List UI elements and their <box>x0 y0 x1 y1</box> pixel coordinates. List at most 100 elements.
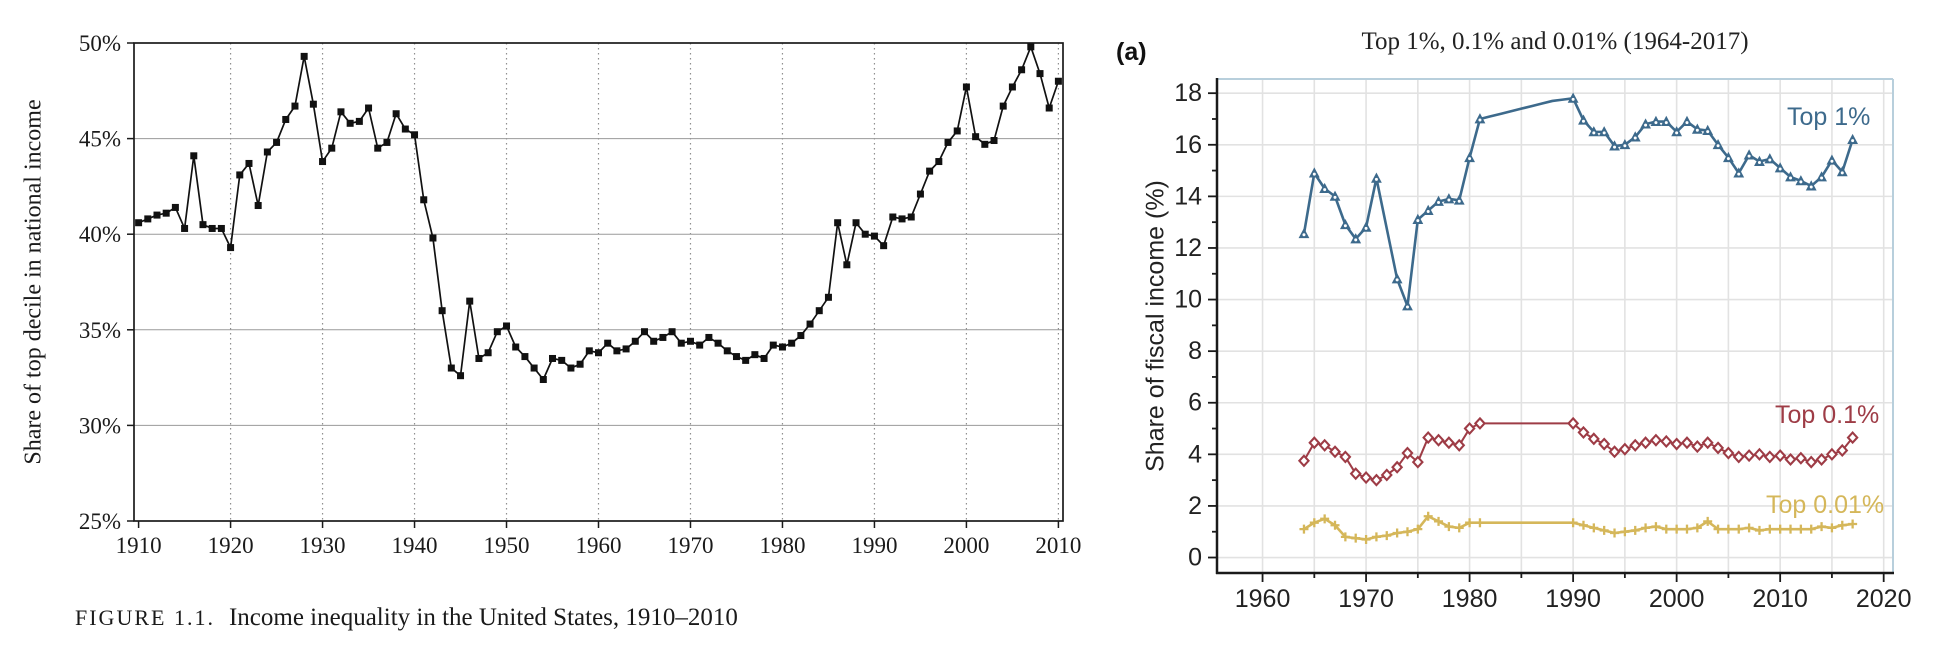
data-marker-center <box>1437 201 1441 205</box>
data-marker <box>1640 118 1651 129</box>
x-tick-label: 1990 <box>1545 585 1601 613</box>
data-marker <box>1733 167 1745 178</box>
data-marker-center <box>1395 278 1399 282</box>
data-marker-center <box>1737 172 1741 176</box>
data-marker <box>337 108 345 116</box>
x-tick-label: 1970 <box>1338 585 1394 613</box>
data-marker <box>1847 133 1859 145</box>
x-tick-label: 2000 <box>943 533 989 558</box>
data-marker <box>1661 524 1671 534</box>
data-marker-center <box>1602 131 1606 135</box>
data-marker <box>604 339 612 347</box>
data-marker <box>595 349 602 357</box>
data-marker-center <box>1820 176 1824 180</box>
data-marker <box>245 159 253 167</box>
y-tick-label: 30% <box>79 413 121 438</box>
data-marker <box>1598 126 1610 137</box>
data-marker-center <box>1840 171 1844 175</box>
data-marker <box>1412 213 1424 224</box>
data-marker <box>760 354 768 362</box>
data-marker <box>1786 524 1796 534</box>
data-marker <box>420 196 428 204</box>
y-tick-label: 25% <box>79 509 121 534</box>
data-marker <box>1816 171 1827 182</box>
left-chart-y-axis-title: Share of top decile in national income <box>20 99 47 465</box>
data-marker <box>1650 115 1662 126</box>
data-marker <box>1754 525 1764 535</box>
data-marker <box>1599 525 1609 535</box>
caption-figure-number: FIGURE 1.1. <box>75 605 215 630</box>
data-marker <box>1380 468 1393 482</box>
data-marker <box>1806 524 1816 534</box>
data-marker <box>1027 43 1035 51</box>
data-marker <box>1743 449 1756 463</box>
caption-text: Income inequality in the United States, … <box>228 604 738 631</box>
data-marker <box>1826 154 1838 165</box>
data-marker <box>1432 433 1445 447</box>
data-marker <box>217 224 225 232</box>
data-marker <box>1339 218 1351 230</box>
data-marker <box>1423 511 1433 521</box>
left-chart-caption: FIGURE 1.1. Income inequality in the Unit… <box>75 604 738 632</box>
data-marker <box>999 102 1007 110</box>
x-tick-label: 1980 <box>1442 585 1498 613</box>
data-marker <box>328 144 336 152</box>
data-marker <box>1660 434 1673 448</box>
data-marker <box>1680 436 1694 450</box>
data-marker <box>1641 523 1651 533</box>
data-marker <box>972 133 980 141</box>
data-marker-center <box>1778 167 1782 171</box>
data-marker <box>1422 431 1435 445</box>
data-marker-center <box>1302 233 1306 237</box>
data-marker <box>907 213 915 221</box>
data-marker-center <box>1312 172 1316 176</box>
x-tick-label: 1920 <box>208 533 254 558</box>
y-tick-label: 6 <box>1188 389 1202 417</box>
y-tick-label: 4 <box>1188 440 1202 468</box>
data-marker <box>1350 233 1362 244</box>
data-marker <box>181 224 189 232</box>
data-marker <box>1453 194 1465 205</box>
data-marker <box>374 144 382 152</box>
data-marker <box>1318 438 1331 452</box>
data-marker-center <box>1757 161 1761 165</box>
data-marker <box>438 307 446 315</box>
data-marker <box>1763 450 1776 464</box>
data-marker-center <box>1675 131 1679 135</box>
data-marker <box>686 337 694 345</box>
data-marker <box>944 138 952 146</box>
data-marker <box>742 356 750 364</box>
data-marker <box>447 364 455 372</box>
data-marker <box>1402 527 1412 537</box>
y-tick-label: 50% <box>79 31 121 56</box>
data-marker-center <box>1613 145 1617 149</box>
data-marker <box>1308 436 1321 450</box>
data-marker <box>1567 416 1580 430</box>
data-marker <box>558 356 566 364</box>
data-marker <box>392 110 400 118</box>
data-marker <box>1411 455 1424 469</box>
data-marker <box>1765 524 1775 534</box>
data-marker <box>852 219 860 227</box>
data-marker <box>457 372 465 380</box>
data-marker <box>1743 149 1755 160</box>
data-marker <box>1299 524 1309 534</box>
data-marker <box>1629 438 1642 452</box>
data-marker <box>466 297 474 305</box>
data-marker <box>1701 436 1714 450</box>
data-marker <box>650 337 658 345</box>
data-marker <box>953 127 961 135</box>
data-marker-center <box>1364 226 1368 230</box>
data-marker <box>659 333 667 341</box>
data-marker <box>1309 518 1319 528</box>
data-marker <box>1764 153 1776 164</box>
data-marker <box>411 131 419 139</box>
y-tick-label: 14 <box>1174 182 1202 210</box>
data-marker <box>1340 532 1350 542</box>
data-marker <box>1360 471 1373 485</box>
data-marker <box>1639 436 1652 450</box>
data-marker <box>1391 460 1404 474</box>
data-marker-center <box>1706 130 1710 134</box>
series-label-top-0-01-percent: Top 0.01% <box>1766 491 1885 519</box>
data-marker <box>1619 138 1631 150</box>
